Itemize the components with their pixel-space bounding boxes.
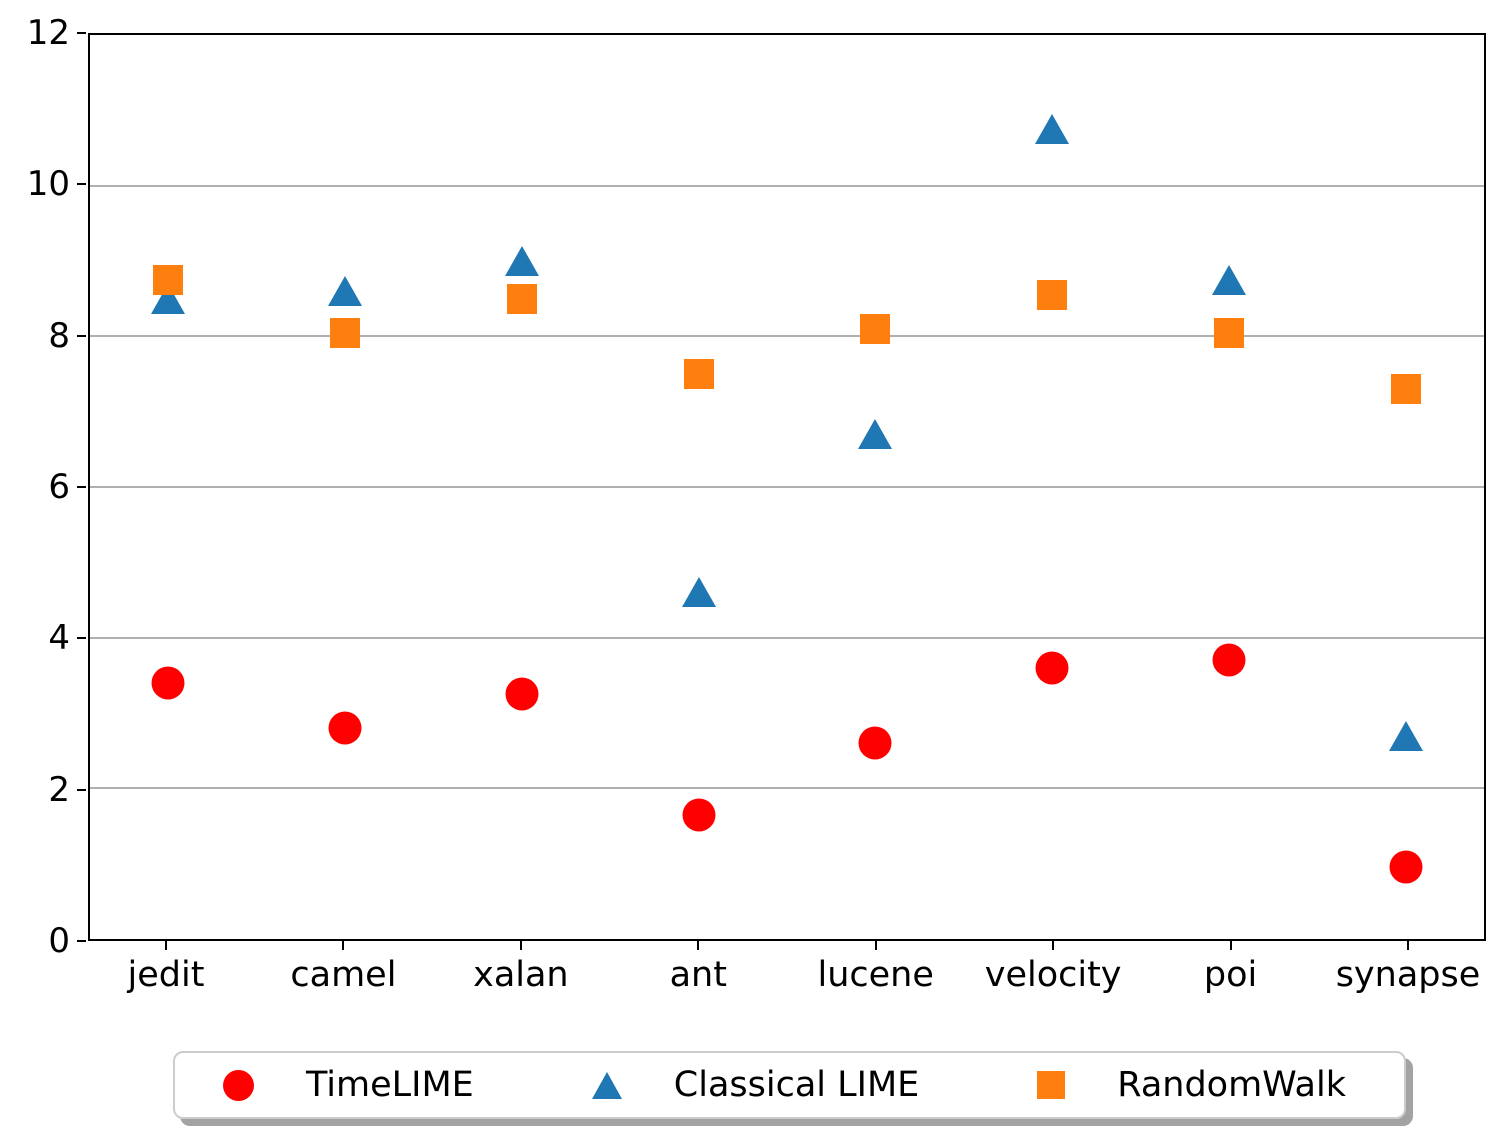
legend-item-timelime: TimeLIME [223,1065,474,1105]
plot-area [88,33,1486,941]
x-tick-camel [342,941,345,950]
gridline-y-6 [90,486,1484,488]
gridline-y-10 [90,184,1484,187]
y-tick-0 [77,940,86,942]
x-tick-label-poi: poi [1203,955,1258,995]
gridline-y-4 [90,636,1484,639]
y-tick-label-2: 2 [48,769,70,810]
y-tick-8 [77,334,86,337]
data-point-randomwalk-jedit [152,264,183,295]
data-point-classical-lime-synapse [1389,720,1424,751]
x-axis: jedit camel xalan ant lucene velocity poi synap… [88,941,1486,1011]
legend-label-timelime: TimeLIME [306,1065,474,1105]
x-tick-jedit [165,941,167,950]
data-point-randomwalk-xalan [506,283,537,314]
data-point-timelime-velocity [1035,651,1069,685]
x-tick-label-synapse: synapse [1335,955,1481,995]
x-tick-label-xalan: xalan [473,955,569,995]
legend-item-randomwalk: RandomWalk [1037,1065,1346,1105]
data-point-classical-lime-velocity [1035,114,1070,145]
y-tick-label-10: 10 [26,164,70,205]
x-tick-xalan [519,941,522,950]
data-point-classical-lime-xalan [504,246,539,276]
data-point-randomwalk-velocity [1037,279,1068,310]
y-tick-12 [77,32,86,34]
y-tick-label-0: 0 [48,921,70,961]
y-tick-2 [77,788,86,791]
data-point-classical-lime-camel [327,276,362,307]
x-tick-ant [697,941,700,950]
x-tick-velocity [1052,941,1055,950]
legend-label-classical-lime: Classical LIME [673,1065,920,1105]
y-tick-10 [77,183,86,186]
x-tick-synapse [1406,941,1409,950]
y-axis: 0 2 4 6 8 10 12 [0,13,86,961]
data-point-timelime-lucene [858,726,892,760]
data-point-timelime-jedit [151,666,185,700]
data-point-randomwalk-poi [1214,317,1245,348]
legend-marker-square-icon [1037,1071,1066,1099]
data-point-classical-lime-poi [1212,264,1247,295]
x-tick-label-jedit: jedit [127,955,205,995]
y-tick-label-4: 4 [48,618,70,659]
x-tick-lucene [874,941,877,950]
x-tick-label-camel: camel [290,955,397,995]
gridline-y-2 [90,787,1484,790]
data-point-timelime-synapse [1389,850,1423,884]
data-point-randomwalk-camel [329,317,360,348]
data-point-randomwalk-lucene [860,313,891,344]
data-point-timelime-xalan [505,677,539,711]
legend-marker-triangle-icon [591,1071,622,1099]
data-point-timelime-camel [328,711,362,745]
y-tick-label-12: 12 [26,13,70,53]
x-tick-label-ant: ant [669,955,727,995]
legend: TimeLIME Classical LIME RandomWalk [173,1051,1406,1119]
y-tick-label-8: 8 [48,315,70,356]
legend-label-randomwalk: RandomWalk [1117,1065,1346,1105]
x-tick-poi [1229,941,1232,950]
legend-marker-circle-icon [223,1069,254,1101]
y-tick-6 [77,486,86,488]
data-point-classical-lime-ant [681,577,716,608]
y-tick-label-6: 6 [48,467,70,507]
x-tick-label-lucene: lucene [817,955,934,995]
data-point-timelime-poi [1212,643,1246,677]
gridline-y-8 [90,335,1484,338]
data-point-randomwalk-ant [683,359,714,389]
legend-item-classical-lime: Classical LIME [591,1065,920,1105]
y-tick-4 [77,637,86,640]
x-tick-label-velocity: velocity [984,955,1122,995]
data-point-randomwalk-synapse [1391,374,1422,405]
data-point-classical-lime-lucene [858,419,893,450]
data-point-timelime-ant [682,798,716,832]
